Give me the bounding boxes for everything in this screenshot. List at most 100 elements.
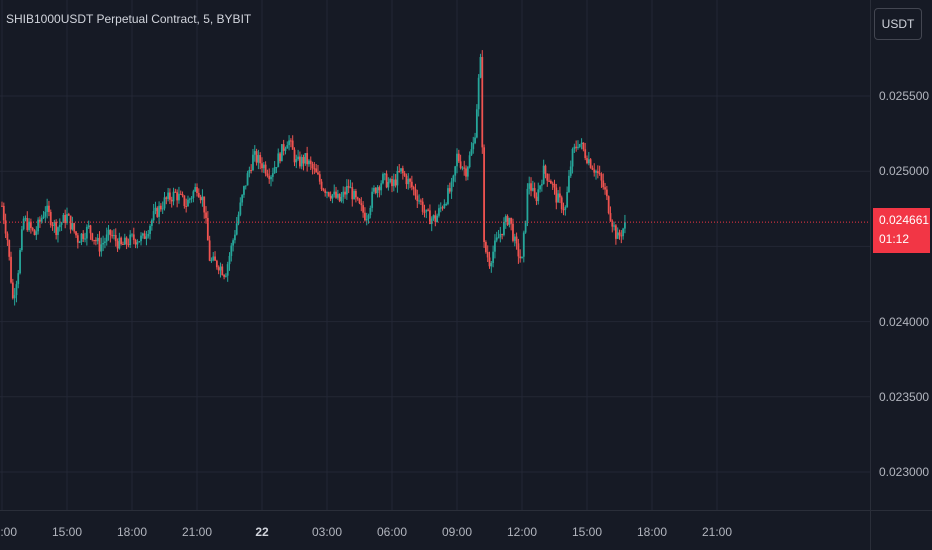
- candle-body: [80, 233, 83, 243]
- candle-body: [354, 190, 357, 198]
- candle-body: [107, 229, 110, 235]
- candles: [1, 50, 626, 306]
- candle-body: [398, 171, 401, 173]
- candle-body: [448, 188, 451, 192]
- candle-body: [308, 160, 310, 165]
- candle-body: [60, 222, 63, 225]
- candle-body: [403, 173, 406, 176]
- candle-body: [470, 149, 473, 156]
- candle-body: [205, 212, 207, 218]
- candle-body: [167, 192, 170, 199]
- candle-body: [85, 226, 88, 239]
- candle-body: [17, 273, 20, 285]
- candle-body: [369, 207, 372, 216]
- candle-body: [159, 205, 162, 210]
- candle-body: [614, 225, 617, 239]
- candle-body: [488, 257, 491, 267]
- candle-body: [364, 212, 366, 221]
- candle-body: [513, 236, 516, 241]
- candle-body: [418, 200, 420, 202]
- candle-body: [118, 237, 121, 249]
- candle-body: [237, 214, 240, 224]
- candle-body: [324, 190, 327, 193]
- candle-body: [187, 199, 189, 207]
- candle-body: [277, 153, 280, 168]
- candle-body: [10, 256, 12, 283]
- candle-body: [161, 208, 164, 210]
- candle-body: [392, 179, 395, 187]
- candle-body: [170, 199, 173, 202]
- candle-body: [616, 232, 619, 239]
- candle-body: [234, 234, 236, 241]
- candle-body: [326, 192, 328, 194]
- candle-body: [519, 256, 522, 259]
- candle-body: [94, 240, 97, 242]
- candle-body: [113, 234, 115, 236]
- candle-body: [371, 191, 374, 208]
- candle-body: [463, 167, 466, 169]
- candle-body: [560, 197, 563, 210]
- candle-body: [613, 225, 615, 227]
- candle-body: [206, 217, 209, 241]
- currency-unit-button[interactable]: USDT: [874, 8, 922, 40]
- candle-body: [524, 220, 527, 233]
- candle-body: [591, 167, 594, 170]
- candle-body: [215, 260, 218, 268]
- candle-body: [268, 175, 271, 180]
- candle-body: [275, 167, 278, 169]
- candle-body: [217, 267, 220, 271]
- candle-body: [156, 207, 159, 217]
- candle-body: [515, 236, 518, 244]
- candle-body: [434, 215, 437, 223]
- candle-body: [349, 187, 352, 189]
- candle-body: [129, 234, 132, 246]
- candle-body: [457, 153, 460, 162]
- candle-body: [174, 191, 177, 193]
- candle-body: [197, 193, 200, 198]
- y-axis-tick-label: 0.023000: [879, 465, 930, 479]
- candle-body: [555, 187, 558, 203]
- candle-body: [82, 233, 85, 239]
- candle-body: [475, 109, 478, 138]
- candle-body: [347, 185, 350, 188]
- candle-body: [55, 221, 58, 236]
- candle-body: [286, 145, 289, 149]
- candle-body: [131, 234, 133, 236]
- candle-body: [176, 192, 179, 201]
- candle-body: [266, 173, 269, 176]
- x-axis-tick-label: 22: [255, 525, 269, 539]
- candle-body: [589, 159, 592, 168]
- candle-body: [441, 207, 444, 209]
- candle-body: [479, 57, 482, 78]
- candle-body: [28, 221, 30, 231]
- candle-body: [517, 243, 520, 257]
- candle-body: [382, 174, 384, 184]
- x-axis-tick-label: 12:00: [506, 525, 538, 539]
- candle-body: [335, 191, 337, 198]
- candle-body: [132, 234, 135, 241]
- candle-body: [329, 195, 332, 199]
- y-axis-tick-label: 0.024000: [879, 314, 930, 329]
- candle-body: [255, 151, 258, 163]
- candle-body: [452, 175, 455, 182]
- candle-body: [562, 209, 565, 211]
- candle-body: [244, 185, 247, 187]
- candle-body: [376, 187, 379, 194]
- last-price-value: 0.024661: [879, 213, 930, 227]
- candle-body: [542, 165, 545, 185]
- candle-body: [219, 266, 222, 271]
- candle-body: [595, 171, 597, 173]
- candle-body: [336, 193, 339, 198]
- candle-body: [271, 173, 274, 177]
- candle-body: [553, 183, 556, 188]
- candle-body: [318, 174, 321, 182]
- candle-body: [252, 154, 254, 171]
- candle-body: [178, 193, 180, 201]
- candle-body: [29, 221, 32, 228]
- candle-body: [414, 189, 417, 196]
- candle-body: [11, 282, 14, 299]
- candle-body: [443, 203, 446, 208]
- candle-body: [548, 180, 550, 182]
